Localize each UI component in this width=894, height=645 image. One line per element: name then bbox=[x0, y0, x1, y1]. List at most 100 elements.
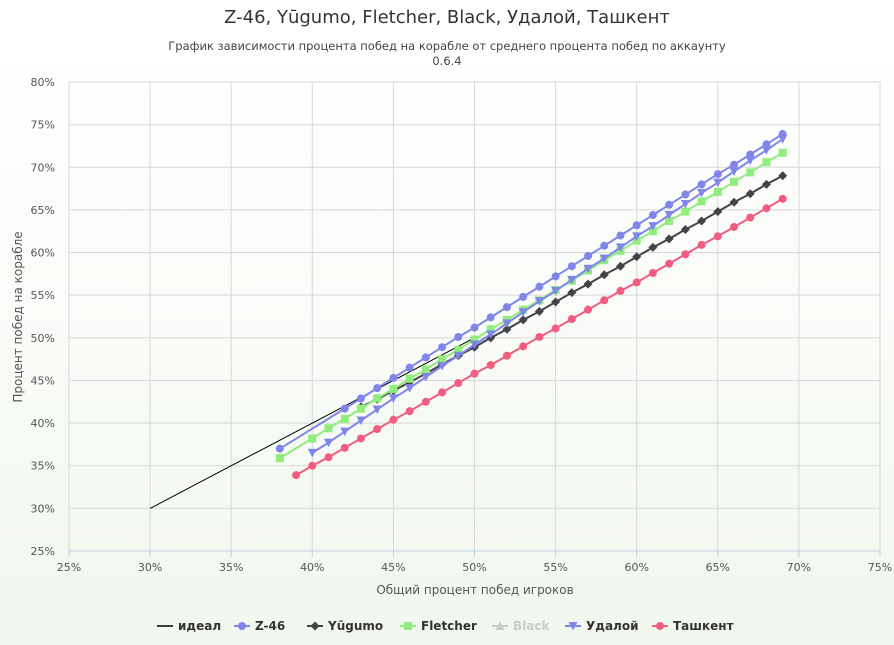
data-point bbox=[761, 179, 771, 189]
data-point bbox=[567, 275, 577, 285]
legend-label: Удалой bbox=[586, 619, 638, 633]
data-point bbox=[519, 292, 528, 301]
data-point bbox=[664, 211, 674, 220]
y-axis-title: Процент побед на корабле bbox=[11, 231, 25, 402]
data-point bbox=[730, 160, 739, 169]
legend-item[interactable]: идеал bbox=[157, 619, 221, 633]
series-line bbox=[311, 138, 784, 454]
legend-marker bbox=[310, 621, 320, 631]
data-point bbox=[584, 251, 593, 260]
tick-labels: 25% 30% 35% 40% 45% 50% 55% 60% 65% 70% 75% 25% 30% 3… bbox=[31, 76, 893, 574]
data-point bbox=[405, 363, 414, 372]
data-point bbox=[421, 365, 430, 374]
legend-item[interactable]: Fletcher bbox=[400, 619, 477, 633]
data-point bbox=[567, 315, 576, 324]
x-tick-label: 60% bbox=[624, 561, 648, 574]
data-point bbox=[583, 264, 593, 274]
x-tick-label: 65% bbox=[706, 561, 730, 574]
data-point bbox=[632, 232, 642, 241]
data-point bbox=[746, 168, 755, 177]
data-point bbox=[275, 454, 284, 463]
data-point bbox=[535, 332, 544, 341]
data-point bbox=[534, 306, 544, 316]
data-point bbox=[729, 167, 739, 177]
y-tick-label: 35% bbox=[31, 460, 55, 473]
series-layer bbox=[149, 130, 788, 509]
data-point bbox=[470, 335, 479, 344]
legend-item[interactable]: Black bbox=[492, 619, 550, 633]
x-tick-label: 30% bbox=[138, 561, 162, 574]
data-point bbox=[438, 355, 447, 364]
legend-marker bbox=[238, 622, 246, 630]
y-tick-label: 60% bbox=[31, 247, 55, 260]
data-point bbox=[664, 234, 674, 244]
chart-title: Z-46, Yūgumo, Fletcher, Black, Удалой, Т… bbox=[224, 7, 670, 28]
legend-item[interactable]: Ташкент bbox=[652, 619, 734, 633]
data-point bbox=[632, 221, 641, 230]
data-point bbox=[356, 394, 365, 403]
y-tick-label: 45% bbox=[31, 374, 55, 387]
data-point bbox=[486, 325, 495, 334]
data-point bbox=[778, 148, 787, 157]
legend-label: Yūgumo bbox=[327, 619, 383, 633]
y-tick-label: 55% bbox=[31, 289, 55, 302]
data-point bbox=[438, 388, 447, 397]
data-point bbox=[388, 394, 398, 403]
data-point bbox=[713, 178, 723, 188]
data-point bbox=[665, 216, 674, 225]
data-point bbox=[389, 373, 398, 382]
data-point bbox=[437, 361, 447, 371]
y-tick-label: 80% bbox=[31, 76, 55, 89]
data-point bbox=[648, 222, 658, 231]
data-point bbox=[681, 250, 690, 259]
y-tick-label: 40% bbox=[31, 417, 55, 430]
data-point bbox=[518, 308, 528, 317]
data-point bbox=[308, 434, 317, 443]
data-point bbox=[534, 297, 544, 306]
data-point bbox=[745, 189, 755, 199]
series-5 bbox=[307, 135, 788, 458]
data-point bbox=[600, 296, 609, 305]
series-2 bbox=[356, 171, 788, 412]
data-point bbox=[600, 241, 609, 250]
data-point bbox=[746, 213, 755, 222]
data-point bbox=[373, 384, 382, 393]
data-point bbox=[697, 216, 707, 226]
legend-marker bbox=[495, 621, 505, 630]
data-point bbox=[372, 405, 382, 414]
series-3 bbox=[275, 148, 787, 463]
legend-item[interactable]: Yūgumo bbox=[307, 619, 383, 633]
legend-item[interactable]: Z-46 bbox=[234, 619, 285, 633]
legend-label: идеал bbox=[178, 619, 221, 633]
data-point bbox=[648, 211, 657, 220]
data-point bbox=[730, 177, 739, 186]
data-point bbox=[616, 231, 625, 240]
chart-subtitle-version: 0.6.4 bbox=[432, 54, 461, 68]
data-point bbox=[778, 135, 788, 144]
x-tick-label: 25% bbox=[57, 561, 81, 574]
x-tick-label: 35% bbox=[219, 561, 243, 574]
series-line bbox=[279, 133, 784, 450]
data-point bbox=[340, 404, 349, 413]
data-point bbox=[616, 286, 625, 295]
data-point bbox=[551, 324, 560, 333]
legend-item[interactable]: Удалой bbox=[565, 619, 638, 633]
data-point bbox=[405, 374, 414, 383]
data-point bbox=[356, 404, 365, 413]
data-point bbox=[340, 427, 350, 437]
data-point bbox=[648, 227, 657, 236]
data-point bbox=[324, 424, 333, 433]
data-point bbox=[518, 315, 528, 325]
y-tick-label: 25% bbox=[31, 545, 55, 558]
series-0 bbox=[149, 337, 475, 509]
y-tick-label: 30% bbox=[31, 502, 55, 515]
data-point bbox=[356, 416, 366, 426]
data-point bbox=[762, 158, 771, 167]
series-line bbox=[149, 337, 475, 509]
legend: идеал Z-46 Yūgumo Fletcher Black Удалой Ташкен… bbox=[157, 619, 734, 633]
data-point bbox=[340, 443, 349, 452]
data-point bbox=[470, 340, 479, 350]
data-point bbox=[697, 180, 706, 189]
data-point bbox=[502, 351, 511, 360]
